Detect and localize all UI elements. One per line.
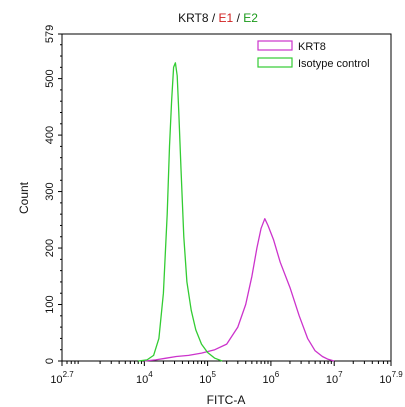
- title-part-2: E1: [219, 11, 234, 25]
- y-axis-label: Count: [17, 181, 31, 214]
- legend-label: KRT8: [298, 41, 326, 53]
- x-tick-label: 105: [199, 370, 216, 386]
- legend-swatch: [257, 40, 293, 51]
- y-tick-label: 200: [44, 239, 56, 257]
- series-line-krt8: [144, 218, 335, 362]
- x-tick-label: 104: [136, 370, 153, 386]
- title-part-4: E2: [243, 11, 258, 25]
- x-tick-label: 106: [263, 370, 280, 386]
- title-part-3: /: [233, 11, 243, 25]
- title-part-1: /: [209, 11, 219, 25]
- y-tick-label: 400: [44, 126, 56, 144]
- x-axis-label: FITC-A: [207, 393, 246, 407]
- y-tick-label: 579: [44, 25, 56, 43]
- y-tick-label: 300: [44, 182, 56, 200]
- x-tick-label: 102.7: [50, 370, 74, 386]
- series-line-isotype-control: [138, 62, 223, 362]
- y-tick-label: 0: [44, 358, 56, 364]
- legend-label: Isotype control: [298, 58, 370, 70]
- x-tick-label: 107.9: [379, 370, 403, 386]
- chart-title: KRT8 / E1 / E2: [178, 11, 258, 25]
- x-tick-label: 107: [326, 370, 343, 386]
- legend-swatch: [257, 57, 293, 68]
- legend: KRT8 Isotype control: [257, 40, 370, 70]
- series-layer: [138, 62, 335, 362]
- title-part-0: KRT8: [178, 11, 209, 25]
- plot-frame: [61, 33, 392, 362]
- y-tick-label: 100: [44, 295, 56, 313]
- y-tick-label: 500: [44, 69, 56, 87]
- axis-ticks: 0 100 200 300 400 500 579 102.7 104 105 106 107 107.…: [44, 25, 403, 386]
